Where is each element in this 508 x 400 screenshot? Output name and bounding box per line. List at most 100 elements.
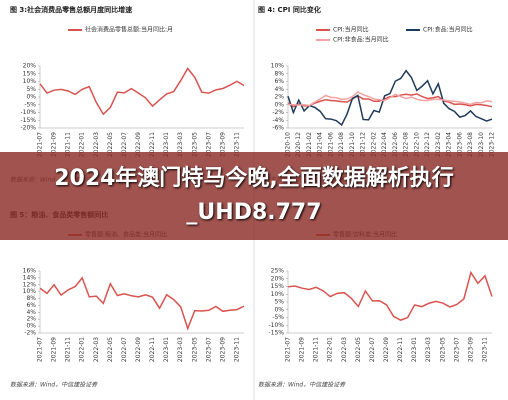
- x-tick-label: 2022-03: [93, 337, 100, 362]
- x-tick-label: 2021-10: [349, 132, 356, 157]
- y-tick-label: -10%: [268, 322, 284, 329]
- x-tick-label: 2023-09: [467, 337, 474, 362]
- x-tick-label: 2021-09: [51, 132, 58, 157]
- y-tick-label: -10%: [20, 109, 36, 116]
- y-tick-label: 0%: [274, 306, 284, 313]
- x-tick-label: 2022-11: [149, 132, 156, 157]
- y-tick-label: 16%: [23, 268, 37, 275]
- x-tick-label: 2022-06: [392, 132, 399, 157]
- y-tick-label: 5%: [26, 86, 36, 93]
- x-tick-label: 2023-10: [478, 132, 485, 157]
- x-tick-label: 2023-11: [233, 337, 240, 362]
- x-tick-label: 2022-11: [397, 337, 404, 362]
- y-tick-label: 15%: [271, 283, 285, 290]
- x-tick-label: 2022-09: [135, 132, 142, 157]
- x-tick-label: 2023-04: [446, 132, 453, 157]
- x-tick-label: 2022-07: [121, 132, 128, 157]
- source-note: 数据来源：Wind，中信建投证券: [10, 381, 98, 389]
- x-tick-label: 2023-02: [435, 132, 442, 157]
- legend-label: 社会消费品零售总额:当月同比:月: [85, 26, 173, 34]
- x-tick-label: 2022-01: [79, 337, 86, 362]
- x-tick-label: 2023-01: [411, 337, 418, 362]
- x-tick-label: 2021-09: [51, 337, 58, 362]
- x-tick-label: 2022-01: [327, 337, 334, 362]
- x-tick-label: 2021-07: [285, 337, 292, 362]
- x-tick-label: 2023-07: [205, 337, 212, 362]
- y-tick-label: -5%: [24, 101, 36, 108]
- x-tick-label: 2022-05: [107, 337, 114, 362]
- y-tick-label: 2%: [26, 316, 36, 323]
- y-tick-label: -15%: [268, 330, 284, 337]
- x-tick-label: 2023-05: [191, 337, 198, 362]
- y-tick-label: 10%: [23, 288, 37, 295]
- y-tick-label: 0%: [274, 101, 284, 108]
- x-tick-label: 2022-05: [107, 132, 114, 157]
- y-tick-label: 10%: [271, 63, 285, 70]
- y-tick-label: -4%: [272, 117, 284, 124]
- banner-text: 2024年澳门特马今晚,全面数据解析执行_UHD8.777: [54, 166, 454, 225]
- x-tick-label: 2022-01: [79, 132, 86, 157]
- y-tick-label: -20%: [20, 125, 36, 132]
- y-tick-label: 0%: [26, 323, 36, 330]
- chart-title: 图 4: CPI 同比变化: [258, 5, 321, 14]
- x-tick-label: 2023-08: [467, 132, 474, 157]
- legend-label: CPI:当月同比: [333, 26, 369, 34]
- x-tick-label: 2023-06: [456, 132, 463, 157]
- x-tick-label: 2021-09: [299, 337, 306, 362]
- x-tick-label: 2021-07: [37, 337, 44, 362]
- x-tick-label: 2022-05: [355, 337, 362, 362]
- x-tick-label: 2023-09: [219, 337, 226, 362]
- series-line: [287, 69, 493, 127]
- x-tick-label: 2020-12: [295, 132, 302, 157]
- x-tick-label: 2023-03: [425, 337, 432, 362]
- x-tick-label: 2022-03: [93, 132, 100, 157]
- y-tick-label: 10%: [271, 291, 285, 298]
- y-tick-label: -15%: [20, 117, 36, 124]
- x-tick-label: 2023-05: [439, 337, 446, 362]
- y-tick-label: 12%: [23, 281, 37, 288]
- series-line: [287, 91, 493, 107]
- x-tick-label: 2021-06: [327, 132, 334, 157]
- x-tick-label: 2021-02: [306, 132, 313, 157]
- x-tick-label: 2022-03: [341, 337, 348, 362]
- y-tick-label: 4%: [26, 309, 36, 316]
- x-tick-label: 2023-11: [233, 132, 240, 157]
- x-tick-label: 2023-03: [177, 132, 184, 157]
- x-tick-label: 2022-11: [149, 337, 156, 362]
- x-tick-label: 2021-08: [338, 132, 345, 157]
- legend-label: CPI:食品:当月同比: [423, 26, 473, 34]
- x-tick-label: 2022-04: [381, 132, 388, 157]
- x-tick-label: 2022-07: [121, 337, 128, 362]
- x-tick-label: 2022-08: [403, 132, 410, 157]
- x-tick-label: 2021-04: [317, 132, 324, 157]
- x-tick-label: 2020-10: [285, 132, 292, 157]
- y-tick-label: 4%: [274, 86, 284, 93]
- y-tick-label: -2%: [24, 330, 36, 337]
- x-tick-label: 2022-09: [383, 337, 390, 362]
- y-tick-label: 8%: [274, 70, 284, 77]
- x-tick-label: 2021-11: [313, 337, 320, 362]
- y-tick-label: 15%: [23, 70, 37, 77]
- x-tick-label: 2023-01: [163, 337, 170, 362]
- y-tick-label: 20%: [271, 275, 285, 282]
- series-line: [39, 67, 245, 116]
- x-tick-label: 2023-07: [453, 337, 460, 362]
- y-tick-label: 0%: [26, 94, 36, 101]
- x-tick-label: 2021-11: [65, 337, 72, 362]
- y-tick-label: 20%: [23, 63, 37, 70]
- x-tick-label: 2023-01: [163, 132, 170, 157]
- y-tick-label: -6%: [272, 125, 284, 132]
- y-tick-label: 5%: [274, 299, 284, 306]
- x-tick-label: 2022-10: [413, 132, 420, 157]
- x-tick-label: 2021-07: [37, 132, 44, 157]
- x-tick-label: 2022-02: [370, 132, 377, 157]
- chart-title: 图 3:社会消费品零售总额月度同比增速: [10, 5, 132, 14]
- x-tick-label: 2021-11: [65, 132, 72, 157]
- series-line: [39, 276, 245, 331]
- x-tick-label: 2021-12: [360, 132, 367, 157]
- y-tick-label: 2%: [274, 94, 284, 101]
- banner: 2024年澳门特马今晚,全面数据解析执行_UHD8.777: [0, 152, 508, 240]
- legend-label: CPI:非食品:当月同比: [333, 36, 389, 44]
- x-tick-label: 2023-03: [177, 337, 184, 362]
